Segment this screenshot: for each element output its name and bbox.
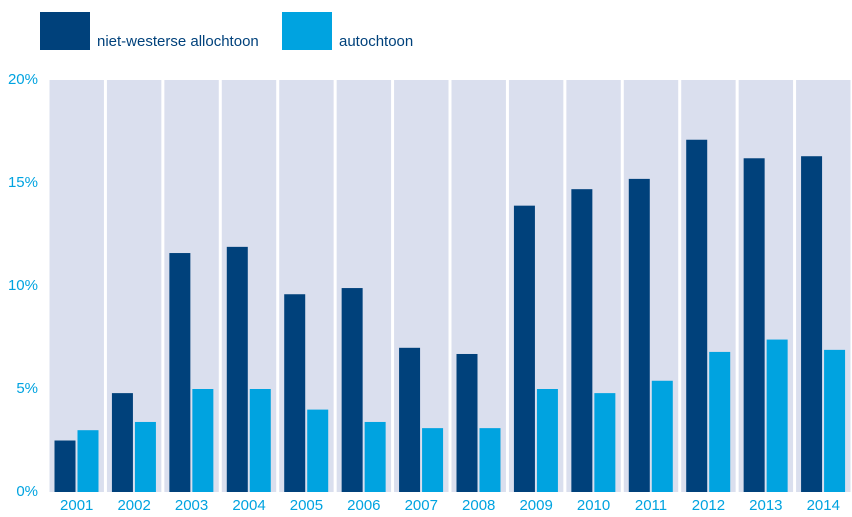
y-tick-label: 20% bbox=[8, 71, 38, 88]
bar bbox=[284, 294, 306, 492]
x-tick-label: 2006 bbox=[347, 497, 380, 514]
x-tick-label: 2004 bbox=[232, 497, 265, 514]
legend-swatch bbox=[40, 12, 90, 50]
legend-label: niet-westerse allochtoon bbox=[97, 33, 259, 50]
bar bbox=[307, 409, 329, 492]
x-tick-label: 2009 bbox=[519, 497, 552, 514]
bar bbox=[134, 421, 156, 492]
bar bbox=[801, 156, 823, 492]
x-tick-label: 2013 bbox=[749, 497, 782, 514]
legend-swatch bbox=[282, 12, 332, 50]
bar bbox=[77, 430, 99, 492]
y-tick-label: 15% bbox=[8, 174, 38, 191]
bar bbox=[686, 139, 708, 493]
bar bbox=[628, 178, 650, 492]
bar bbox=[571, 189, 593, 492]
y-tick-label: 5% bbox=[16, 380, 38, 397]
bar bbox=[364, 421, 386, 492]
x-tick-label: 2014 bbox=[807, 497, 840, 514]
bar bbox=[743, 158, 765, 492]
bar bbox=[456, 353, 478, 492]
bar bbox=[169, 253, 191, 492]
bar bbox=[651, 380, 673, 492]
bar bbox=[192, 389, 214, 492]
x-tick-label: 2003 bbox=[175, 497, 208, 514]
y-tick-label: 10% bbox=[8, 277, 38, 294]
bar bbox=[536, 389, 558, 492]
x-tick-label: 2002 bbox=[117, 497, 150, 514]
x-tick-label: 2011 bbox=[635, 497, 667, 514]
x-tick-label: 2007 bbox=[405, 497, 438, 514]
bar bbox=[824, 349, 846, 492]
bar bbox=[479, 428, 501, 492]
bar bbox=[226, 246, 248, 492]
bar bbox=[341, 288, 363, 492]
bar bbox=[54, 440, 76, 492]
bar bbox=[594, 393, 616, 492]
x-tick-label: 2001 bbox=[60, 497, 93, 514]
bar bbox=[249, 389, 271, 492]
bar bbox=[422, 428, 444, 492]
legend-label: autochtoon bbox=[339, 33, 413, 50]
bar bbox=[111, 393, 133, 492]
x-tick-label: 2008 bbox=[462, 497, 495, 514]
bar bbox=[513, 205, 535, 492]
bar bbox=[766, 339, 788, 492]
x-tick-label: 2012 bbox=[692, 497, 725, 514]
bar bbox=[399, 347, 421, 492]
column-background bbox=[49, 80, 104, 492]
x-tick-label: 2005 bbox=[290, 497, 323, 514]
x-tick-label: 2010 bbox=[577, 497, 610, 514]
y-tick-label: 0% bbox=[16, 483, 38, 500]
bar bbox=[709, 351, 731, 492]
